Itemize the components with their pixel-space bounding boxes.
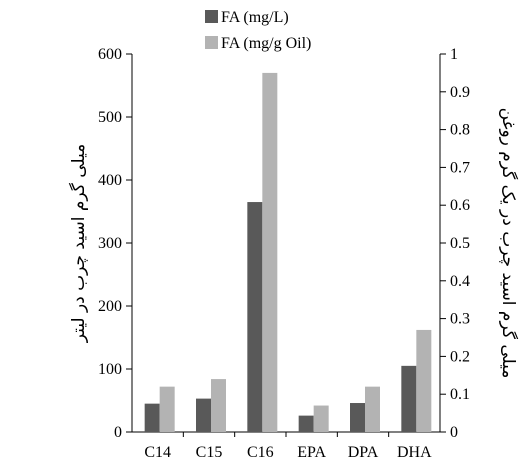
legend-swatch-1: [205, 10, 218, 23]
right-tick-label: 0.1: [450, 386, 470, 403]
bar-c16-series-2: [262, 72, 278, 433]
right-tick-label: 0.8: [450, 122, 470, 139]
bar-c15-series-1: [196, 398, 211, 432]
bar-dpa-series-1: [350, 403, 365, 432]
right-tick-label: 1: [450, 46, 458, 63]
bar-c14-series-1: [144, 403, 160, 432]
right-tick-label: 0.9: [450, 84, 470, 101]
left-tick-label: 100: [98, 361, 122, 378]
right-tick-label: 0.6: [450, 197, 470, 214]
legend: FA (mg/L) FA (mg/g Oil): [205, 9, 311, 52]
x-tick-label: C14: [144, 444, 171, 461]
bar-dha-series-1: [401, 365, 417, 432]
x-axis-ticks: C14 C15 C16 EPA DPA DHA: [144, 432, 432, 461]
bars: [144, 72, 432, 433]
left-tick-label: 300: [98, 235, 122, 252]
x-tick-label: DPA: [348, 444, 379, 461]
left-axis-label: میلی گرم اسید چرب در لیتر: [68, 144, 89, 344]
bar-epa-series-1: [298, 415, 314, 432]
left-tick-label: 200: [98, 298, 122, 315]
left-tick-label: 400: [98, 172, 122, 189]
left-tick-label: 0: [114, 424, 122, 441]
x-tick-label: EPA: [297, 444, 326, 461]
bar-dha-series-2: [416, 329, 432, 432]
bar-c16-series-1: [247, 202, 263, 432]
left-tick-label: 500: [98, 109, 122, 126]
legend-label-2: FA (mg/g Oil): [221, 35, 311, 52]
bar-c15-series-2: [211, 379, 226, 432]
bar-epa-series-2: [313, 405, 329, 432]
bar-dpa-series-2: [365, 386, 380, 432]
right-tick-label: 0.4: [450, 273, 470, 290]
right-tick-label: 0.5: [450, 235, 470, 252]
left-tick-label: 600: [98, 46, 122, 63]
right-tick-label: 0: [450, 424, 458, 441]
x-tick-label: DHA: [397, 444, 432, 461]
axes: [131, 54, 441, 433]
right-tick-label: 0.2: [450, 348, 470, 365]
right-axis-ticks: 0 0.1 0.2 0.3 0.4 0.5 0.6 0.7 0.8 0.9 1: [440, 46, 470, 441]
x-tick-label: C16: [247, 444, 274, 461]
legend-swatch-2: [205, 36, 218, 49]
legend-label-1: FA (mg/L): [221, 9, 289, 26]
left-axis-ticks: 0 100 200 300 400 500 600: [98, 46, 132, 441]
right-tick-label: 0.3: [450, 311, 470, 328]
right-tick-label: 0.7: [450, 159, 470, 176]
x-tick-label: C15: [196, 444, 223, 461]
right-axis-label: میلی گرم اسید چرب در یک گرم روغن: [498, 108, 519, 379]
bar-c14-series-2: [159, 386, 175, 432]
